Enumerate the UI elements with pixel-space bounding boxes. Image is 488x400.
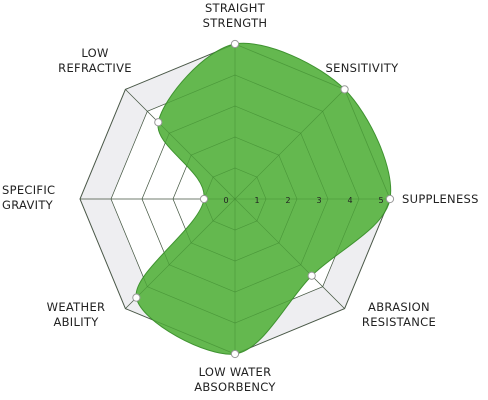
data-point-0 [230,39,240,49]
grid-ring-overlay-4 [110,74,360,324]
axis-label-line: SUPPLENESS [402,192,479,206]
spoke-overlay-1 [234,89,345,200]
data-point-7 [154,118,163,127]
tick-label-1: 1 [254,196,259,205]
axis-label-line: GRAVITY [2,198,54,212]
axis-label-line: LOW [81,46,108,60]
axis-label-line: STRENGTH [203,16,268,30]
axis-label-line: LOW WATER [199,365,272,379]
tick-label-4: 4 [347,196,352,205]
data-point-1 [340,85,349,94]
axis-label-line: WEATHER [47,300,106,314]
spoke-overlay-3 [234,198,345,309]
axis-label-2: SUPPLENESS [402,192,479,206]
axis-label-line: ABILITY [53,315,99,329]
tick-label-3: 3 [316,196,321,205]
spoke-overlay-7 [125,89,236,200]
axis-label-1: SENSITIVITY [326,61,400,75]
tick-label-layer: 0 1 2 3 4 5 [223,196,383,205]
marker-layer [132,39,395,359]
axis-label-4: LOW WATER ABSORBENCY [194,365,276,394]
data-point-4 [230,349,240,359]
data-point-5 [132,293,141,302]
axis-label-layer: STRAIGHT STRENGTH SENSITIVITY SUPPLENESS ABR… [2,1,479,394]
axis-label-line: SENSITIVITY [326,61,400,75]
grid-ring-overlay-2 [172,136,298,262]
axis-label-line: STRAIGHT [205,1,266,15]
axis-label-5: WEATHER ABILITY [47,300,106,329]
grid-ring-overlay-1 [203,167,267,231]
data-area-layer [79,42,392,355]
axis-label-line: ABRASION [368,300,430,314]
axis-label-3: ABRASION RESISTANCE [362,300,436,329]
data-point-6 [199,194,209,204]
data-point-2 [385,194,395,204]
tick-label-0: 0 [223,196,228,205]
spoke-overlay-5 [125,198,236,309]
axis-label-6: SPECIFIC GRAVITY [2,183,55,212]
axis-label-7: LOW REFRACTIVE [58,46,132,75]
grid-ring-overlay-3 [141,105,329,293]
tick-label-2: 2 [285,196,290,205]
data-point-3 [307,271,316,280]
tick-label-5: 5 [378,196,383,205]
axis-label-line: RESISTANCE [362,315,436,329]
axis-label-line: ABSORBENCY [194,380,276,394]
axis-label-line: SPECIFIC [2,183,55,197]
axis-label-line: REFRACTIVE [58,61,132,75]
axis-label-0: STRAIGHT STRENGTH [203,1,268,30]
